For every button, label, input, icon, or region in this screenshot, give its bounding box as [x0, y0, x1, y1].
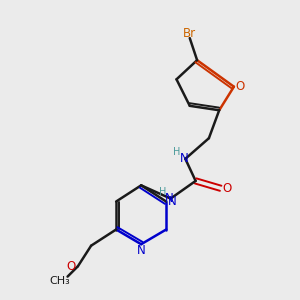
Text: O: O — [67, 260, 76, 273]
Text: O: O — [236, 80, 245, 93]
Text: H: H — [159, 187, 166, 197]
Text: N: N — [165, 192, 173, 205]
Text: N: N — [179, 152, 188, 165]
Text: CH₃: CH₃ — [50, 276, 70, 286]
Text: O: O — [223, 182, 232, 195]
Text: Br: Br — [183, 27, 196, 40]
Text: N: N — [137, 244, 146, 257]
Text: N: N — [168, 195, 177, 208]
Text: H: H — [173, 147, 181, 158]
